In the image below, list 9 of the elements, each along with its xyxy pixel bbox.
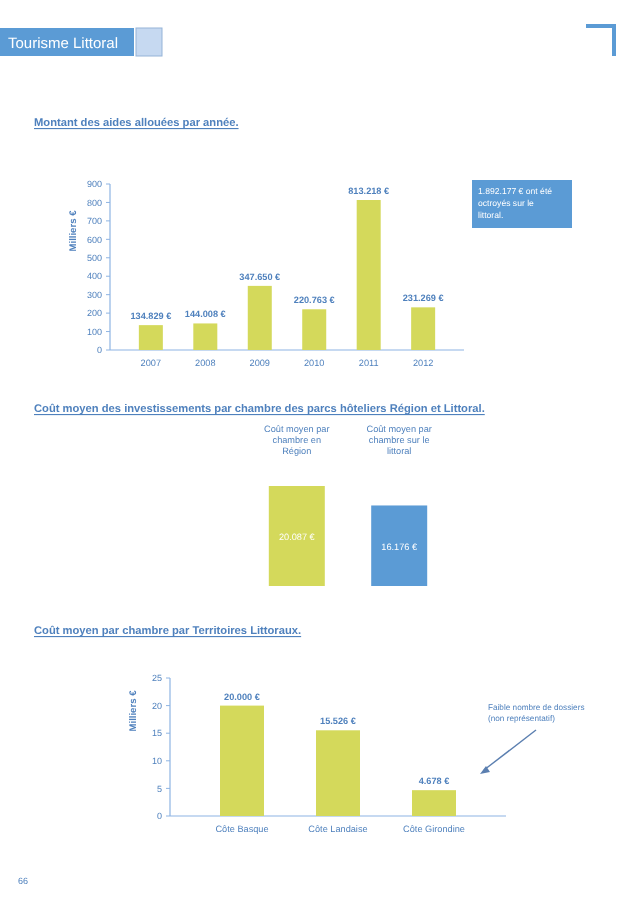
bar (247, 285, 272, 350)
bar (193, 323, 218, 350)
bar (316, 730, 360, 816)
bar (138, 325, 163, 350)
bar (302, 309, 327, 350)
bar (220, 705, 264, 816)
bar (356, 200, 381, 350)
bar (412, 790, 456, 816)
bar (411, 307, 436, 350)
